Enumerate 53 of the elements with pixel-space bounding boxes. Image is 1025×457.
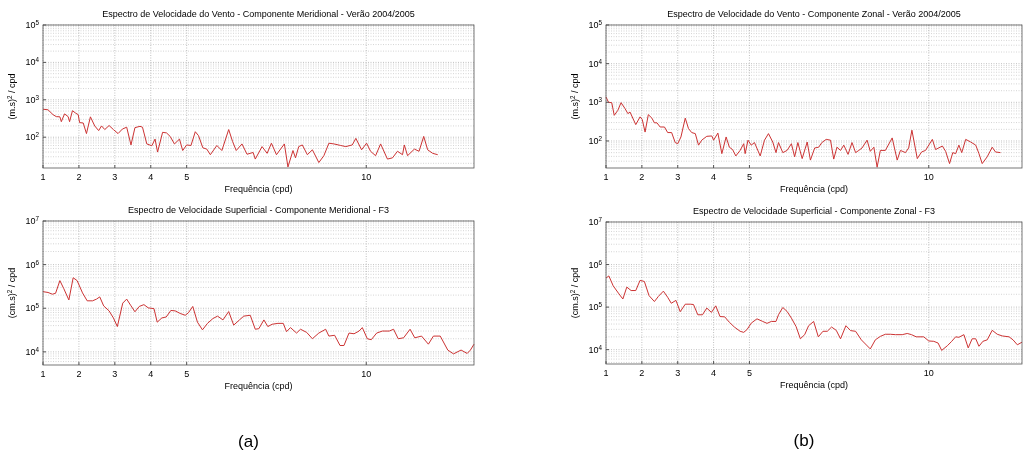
x-tick-label: 10 (361, 369, 372, 379)
line-series (42, 108, 439, 168)
chart-title: Espectro de Velocidade Superficial - Componente Meridional - F3 (127, 205, 390, 215)
x-tick-label: 1 (40, 369, 46, 379)
x-tick-label: 3 (675, 368, 681, 378)
x-tick-label: 5 (184, 369, 190, 379)
x-tick-label: 5 (746, 368, 752, 378)
y-tick-label: 10$^{5}$ (588, 300, 603, 313)
line-series (42, 277, 475, 355)
x-tick-label: 4 (711, 172, 717, 182)
y-tick-label: 10$^{4}$ (25, 55, 40, 68)
chart-title: Espectro de Velocidade do Vento - Componente Zonal - Verão 2004/2005 (667, 9, 961, 19)
x-tick-label: 5 (184, 172, 190, 182)
chart-title: Espectro de Velocidade Superficial - Componente Zonal - F3 (692, 206, 936, 216)
y-tick-label: 10$^{2}$ (25, 130, 40, 143)
y-tick-label: 10$^{5}$ (25, 301, 40, 314)
y-tick-label: 10$^{4}$ (588, 57, 603, 69)
y-tick-label: 10$^{5}$ (588, 18, 603, 30)
x-axis-title: Frequência (cpd) (224, 381, 293, 391)
x-axis-title: Frequência (cpd) (224, 184, 293, 194)
x-tick-label: 10 (361, 172, 372, 182)
x-tick-label: 3 (675, 172, 681, 182)
y-tick-label: 10$^{4}$ (588, 343, 603, 355)
y-tick-label: 10$^{6}$ (25, 258, 40, 270)
y-tick-label: 10$^{2}$ (588, 134, 603, 146)
y-tick-label: 10$^{3}$ (25, 93, 40, 105)
x-tick-label: 2 (639, 368, 645, 378)
x-tick-label: 2 (76, 172, 82, 182)
x-tick-label: 10 (923, 368, 934, 378)
x-tick-label: 2 (76, 369, 82, 379)
x-tick-label: 10 (923, 172, 934, 182)
chart-title: Espectro de Velocidade do Vento - Componente Meridional - Verão 2004/2005 (102, 9, 415, 19)
y-tick-label: 10$^{4}$ (25, 345, 40, 357)
y-tick-label: 10$^{7}$ (588, 215, 603, 227)
x-tick-label: 2 (639, 172, 645, 182)
y-tick-label: 10$^{7}$ (25, 214, 40, 226)
x-tick-label: 5 (746, 172, 752, 182)
y-tick-label: 10$^{6}$ (588, 258, 603, 270)
x-tick-label: 4 (148, 172, 154, 182)
x-tick-label: 1 (603, 368, 609, 378)
text: (a) (238, 432, 259, 451)
x-tick-label: 4 (711, 368, 717, 378)
y-tick-label: 10$^{5}$ (25, 18, 40, 30)
y-tick-label: 10$^{3}$ (588, 95, 603, 108)
text: (b) (793, 431, 815, 450)
x-tick-label: 3 (112, 369, 118, 379)
x-axis-title: Frequência (cpd) (779, 380, 849, 390)
line-series (605, 96, 1001, 168)
x-tick-label: 1 (603, 172, 609, 182)
x-tick-label: 3 (112, 172, 118, 182)
x-tick-label: 4 (148, 369, 154, 379)
x-tick-label: 1 (40, 172, 46, 182)
x-axis-title: Frequência (cpd) (779, 184, 849, 194)
